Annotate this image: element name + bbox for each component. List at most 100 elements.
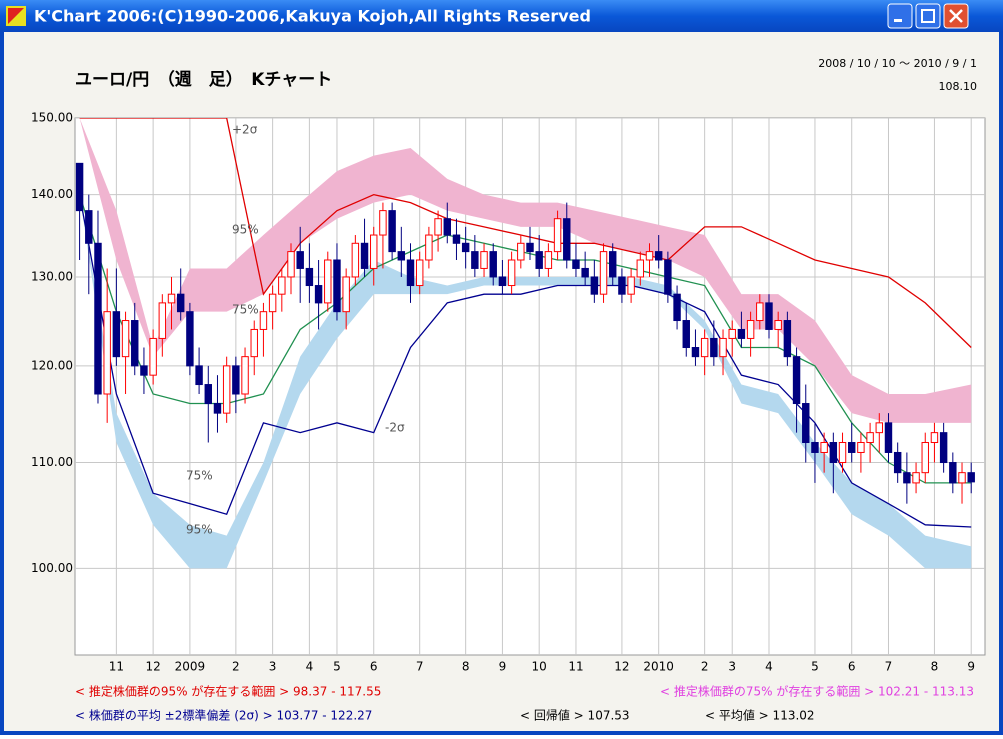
title-bar bbox=[0, 0, 1003, 32]
candle-body bbox=[553, 218, 562, 253]
annotation: 75% bbox=[232, 303, 259, 317]
candle-body bbox=[140, 365, 148, 376]
candle-body bbox=[388, 210, 396, 253]
candle-body bbox=[314, 285, 323, 304]
candle-body bbox=[636, 259, 645, 278]
candle-body bbox=[737, 328, 746, 339]
window-title: K'Chart 2006:(C)1990-2006,Kakuya Kojoh,A… bbox=[34, 7, 591, 26]
candle-body bbox=[305, 267, 314, 287]
candle-body bbox=[452, 234, 461, 244]
x-tick-label: 5 bbox=[811, 660, 819, 674]
candle-body bbox=[498, 276, 507, 287]
x-tick-label: 7 bbox=[416, 660, 424, 674]
y-tick-label: 130.00 bbox=[31, 269, 73, 283]
candle-body bbox=[811, 442, 819, 453]
candle-body bbox=[893, 451, 902, 474]
candle-body bbox=[756, 302, 764, 322]
minimize-glyph bbox=[894, 19, 902, 22]
candle-body bbox=[434, 218, 442, 236]
x-tick-label: 5 bbox=[333, 660, 341, 674]
candle-body bbox=[609, 251, 617, 278]
candle-body bbox=[517, 242, 525, 261]
candle-body bbox=[480, 251, 488, 269]
last-price: 108.10 bbox=[939, 80, 978, 93]
candle-body bbox=[746, 320, 755, 339]
candle-body bbox=[682, 320, 690, 349]
candle-body bbox=[535, 251, 543, 269]
candle-body bbox=[673, 293, 681, 322]
annotation: 95% bbox=[232, 223, 259, 237]
candle-body bbox=[342, 276, 350, 313]
x-tick-label: 2 bbox=[701, 660, 709, 674]
candle-body bbox=[967, 472, 975, 483]
candle-body bbox=[829, 442, 838, 464]
candle-body bbox=[627, 276, 635, 295]
candle-body bbox=[149, 337, 157, 376]
candle-body bbox=[397, 251, 406, 261]
candle-body bbox=[774, 320, 782, 330]
candle-body bbox=[581, 267, 589, 278]
candle-body bbox=[590, 276, 599, 295]
plot-inner bbox=[75, 118, 985, 655]
candle-body bbox=[406, 259, 415, 287]
candle-body bbox=[507, 259, 516, 287]
annotation: +2σ bbox=[232, 123, 258, 137]
candle-body bbox=[903, 472, 911, 484]
candle-body bbox=[857, 442, 865, 453]
legend-text: < 株価群の平均 ±2標準偏差 (2σ) > 103.77 - 122.27 bbox=[75, 708, 372, 723]
candle-body bbox=[103, 311, 111, 395]
close-glyph bbox=[949, 9, 963, 23]
candle-body bbox=[425, 234, 433, 261]
chart-title: ユーロ/円 （週 足） Kチャート bbox=[75, 69, 332, 90]
candle-body bbox=[131, 320, 139, 367]
candle-body bbox=[324, 259, 332, 304]
candle-body bbox=[664, 259, 672, 295]
candle-body bbox=[544, 251, 553, 269]
candle-body bbox=[94, 242, 102, 395]
plot: 100.00 110.00 120.00 130.00 140.00 150.00 11 12… bbox=[31, 111, 985, 723]
candle-body bbox=[783, 320, 792, 358]
minimize-button[interactable] bbox=[887, 3, 913, 29]
candle-body bbox=[370, 234, 378, 269]
candle-body bbox=[461, 242, 470, 253]
candle-body bbox=[572, 259, 580, 269]
band bbox=[79, 194, 972, 569]
x-tick-label: 11 bbox=[568, 660, 583, 674]
candle-body bbox=[232, 365, 240, 395]
legend-text: < 回帰値 > 107.53 bbox=[520, 708, 630, 723]
x-tick-label: 10 bbox=[532, 660, 547, 674]
candle-body bbox=[296, 251, 304, 269]
candle-body bbox=[838, 442, 847, 464]
candle-body bbox=[360, 242, 369, 269]
x-tick-label: 3 bbox=[269, 660, 277, 674]
x-tick-label: 7 bbox=[885, 660, 893, 674]
x-tick-label: 11 bbox=[109, 660, 124, 674]
candle-body bbox=[204, 384, 213, 405]
x-tick-label: 2009 bbox=[175, 660, 206, 674]
candle-body bbox=[921, 442, 929, 474]
candle-body bbox=[268, 293, 277, 313]
candle-body bbox=[121, 320, 130, 358]
candle-body bbox=[287, 251, 295, 278]
candle-body bbox=[379, 210, 387, 236]
candle-body bbox=[765, 302, 773, 330]
candle-body bbox=[415, 259, 424, 287]
maximize-button[interactable] bbox=[915, 3, 941, 29]
x-tick-label: 4 bbox=[765, 660, 773, 674]
candle-body bbox=[719, 337, 727, 358]
candle-body bbox=[848, 442, 856, 453]
candle-body bbox=[645, 251, 654, 261]
candle-body bbox=[563, 218, 571, 261]
candle-body bbox=[710, 337, 718, 358]
candle-body bbox=[351, 242, 360, 278]
legend-text: < 平均値 > 113.02 bbox=[705, 708, 815, 723]
candle-body bbox=[75, 162, 84, 212]
candle-body bbox=[930, 432, 939, 444]
candle-body bbox=[618, 276, 626, 295]
y-tick-label: 110.00 bbox=[31, 455, 73, 469]
candle-body bbox=[186, 311, 194, 367]
candle-body bbox=[792, 356, 801, 405]
candle-body bbox=[167, 293, 176, 304]
